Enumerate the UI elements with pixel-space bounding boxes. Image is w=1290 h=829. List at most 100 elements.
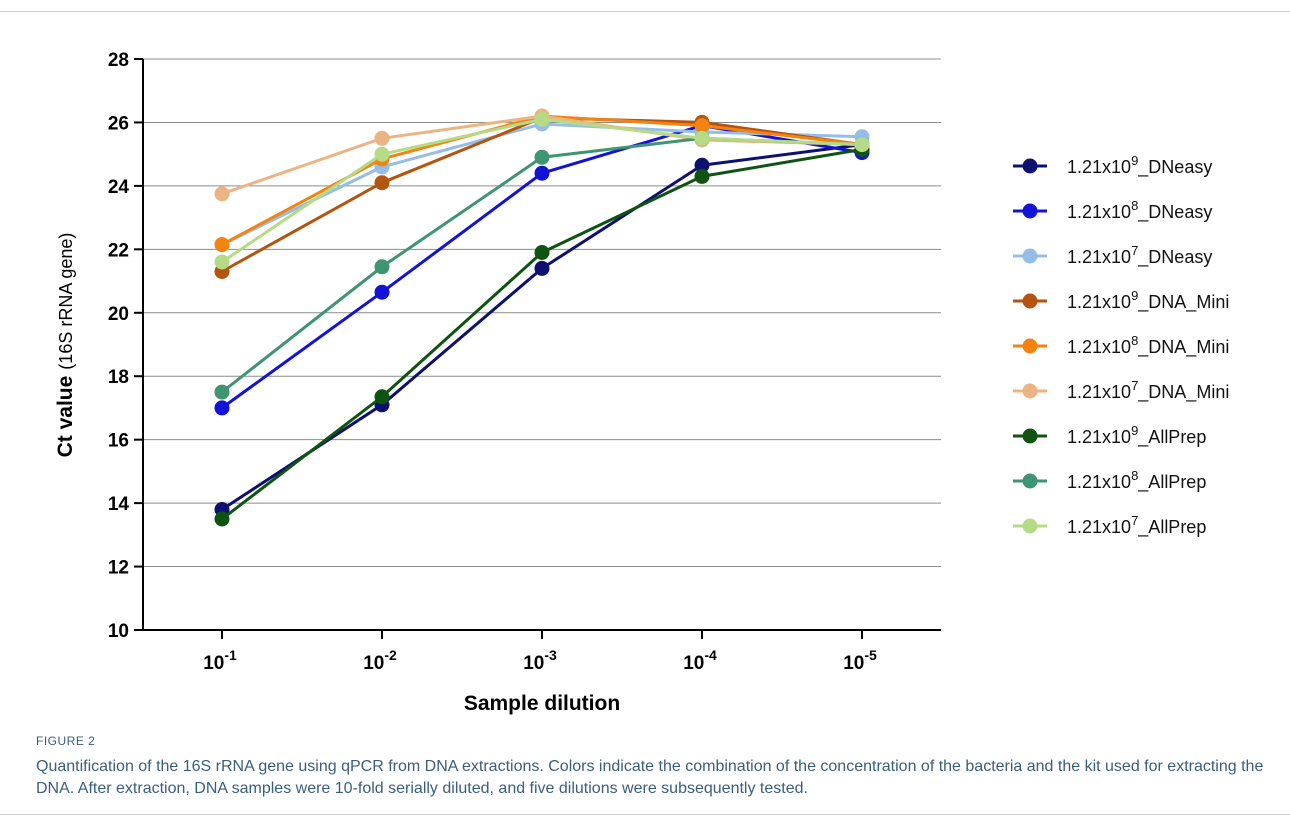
data-point [534, 260, 550, 276]
legend-label-prefix: 1.21x10 [1067, 427, 1131, 447]
data-point [694, 168, 710, 184]
legend-marker [1022, 248, 1038, 264]
x-tick-label: 10-4 [683, 647, 717, 674]
legend-item: 1.21x108_AllPrep [1013, 468, 1206, 493]
x-tick-exponent: -2 [384, 647, 397, 663]
x-tick-base: 10 [683, 653, 704, 674]
legend-label-suffix: _DNA_Mini [1137, 292, 1229, 313]
legend-label: 1.21x109_AllPrep [1067, 423, 1206, 448]
data-point [214, 511, 230, 527]
y-tick-label: 26 [108, 113, 129, 134]
legend-label-suffix: _DNeasy [1137, 202, 1212, 223]
data-point [214, 384, 230, 400]
legend-marker [1022, 293, 1038, 309]
y-tick-label: 22 [108, 240, 129, 261]
legend-marker [1022, 338, 1038, 354]
y-tick-label: 10 [108, 621, 129, 642]
x-tick-exponent: -1 [224, 647, 237, 663]
x-tick-label: 10-5 [843, 647, 877, 674]
legend-label: 1.21x108_DNeasy [1067, 198, 1212, 223]
legend-label-exponent: 8 [1131, 333, 1138, 348]
data-point [854, 137, 870, 153]
legend-label-prefix: 1.21x10 [1067, 202, 1131, 222]
legend-item: 1.21x107_AllPrep [1013, 513, 1206, 538]
legend-label-suffix: _AllPrep [1137, 517, 1206, 538]
y-axis-title: Ct value (16S rRNA gene) [54, 233, 77, 458]
legend-label: 1.21x109_DNA_Mini [1067, 288, 1229, 313]
x-tick-label: 10-1 [203, 647, 237, 674]
legend-label-exponent: 8 [1131, 468, 1138, 483]
data-point [214, 237, 230, 253]
legend-marker [1022, 158, 1038, 174]
x-tick-base: 10 [363, 653, 384, 674]
data-point [534, 245, 550, 260]
legend-label: 1.21x107_AllPrep [1067, 513, 1206, 538]
legend-marker [1022, 428, 1038, 444]
legend-label-suffix: _DNeasy [1137, 157, 1212, 178]
legend-label-suffix: _AllPrep [1137, 427, 1206, 448]
legend-label-suffix: _DNA_Mini [1137, 337, 1229, 358]
gridlines [143, 58, 941, 568]
legend-marker [1022, 203, 1038, 219]
y-tick-label: 24 [108, 177, 130, 198]
legend-label-prefix: 1.21x10 [1067, 472, 1131, 492]
x-tick-base: 10 [523, 653, 544, 674]
data-point [374, 259, 390, 275]
legend-label-exponent: 9 [1131, 153, 1138, 168]
legend-label-exponent: 8 [1131, 198, 1138, 213]
y-axis-title-sub: (16S rRNA gene) [56, 233, 76, 370]
legend-label-prefix: 1.21x10 [1067, 247, 1131, 267]
x-tick-label: 10-2 [363, 647, 397, 674]
legend-label-prefix: 1.21x10 [1067, 292, 1131, 312]
x-ticks: 10-1 10-2 10-3 10-4 10-5 [203, 630, 877, 674]
x-axis-title: Sample dilution [464, 692, 620, 715]
y-tick-label: 12 [108, 558, 129, 579]
legend-label-prefix: 1.21x10 [1067, 337, 1131, 357]
legend-label-exponent: 7 [1131, 378, 1138, 393]
legend-item: 1.21x107_DNA_Mini [1013, 378, 1229, 403]
data-point [374, 146, 390, 162]
data-point [694, 118, 710, 134]
legend-item: 1.21x107_DNeasy [1013, 243, 1212, 268]
data-point [374, 284, 390, 300]
y-tick-label: 14 [108, 494, 130, 515]
legend-label-prefix: 1.21x10 [1067, 382, 1131, 402]
legend-item: 1.21x108_DNeasy [1013, 198, 1212, 223]
series-line [221, 117, 863, 264]
y-tick-label: 16 [108, 431, 129, 452]
x-tick-exponent: -4 [704, 647, 717, 663]
data-point [694, 130, 710, 146]
legend-label: 1.21x108_DNA_Mini [1067, 333, 1229, 358]
legend-label-suffix: _DNA_Mini [1137, 382, 1229, 403]
figure-label: FIGURE 2 [36, 734, 96, 748]
data-point [694, 157, 710, 173]
legend-label-suffix: _AllPrep [1137, 472, 1206, 493]
legend-label-exponent: 7 [1131, 513, 1138, 528]
series-line [221, 147, 863, 521]
data-point [534, 165, 550, 181]
y-tick-label: 18 [108, 367, 129, 388]
legend-label: 1.21x107_DNeasy [1067, 243, 1212, 268]
x-tick-exponent: -5 [864, 647, 877, 663]
legend-item: 1.21x109_DNeasy [1013, 153, 1212, 178]
top-divider [0, 11, 1290, 12]
y-ticks: 10 12 14 16 18 20 22 24 26 28 [108, 50, 143, 642]
data-point [214, 254, 230, 270]
y-tick-label: 20 [108, 304, 129, 325]
data-point [534, 149, 550, 165]
legend-marker [1022, 473, 1038, 489]
data-point [534, 111, 550, 127]
legend: 1.21x109_DNeasy1.21x108_DNeasy1.21x107_D… [1013, 153, 1229, 538]
legend-label: 1.21x108_AllPrep [1067, 468, 1206, 493]
legend-label: 1.21x109_DNeasy [1067, 153, 1212, 178]
legend-label-prefix: 1.21x10 [1067, 157, 1131, 177]
series [214, 108, 870, 527]
legend-label-exponent: 9 [1131, 423, 1138, 438]
x-tick-base: 10 [203, 653, 224, 674]
legend-label-exponent: 9 [1131, 288, 1138, 303]
legend-item: 1.21x109_AllPrep [1013, 423, 1206, 448]
legend-marker [1022, 383, 1038, 399]
caption-text: Quantification of the 16S rRNA gene usin… [36, 758, 1264, 797]
legend-item: 1.21x108_DNA_Mini [1013, 333, 1229, 358]
